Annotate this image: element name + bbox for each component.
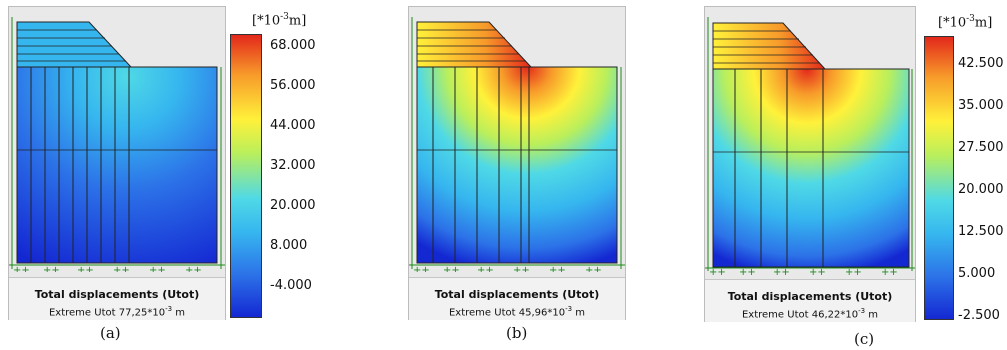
tick-label-a-5: 20.000 [270,198,316,213]
svg-text:++: ++ [77,265,94,272]
displacement-contour-b: ++ ++ ++ ++ ++ ++ [409,17,625,272]
svg-text:++: ++ [585,265,602,272]
tick-label-a-6: 8.000 [270,238,308,253]
svg-text:++: ++ [845,267,862,275]
legend-a: [*10-3m] 68.000 56.000 44.000 32.000 20.… [230,6,320,326]
panel-b: ++ ++ ++ ++ ++ ++ Total displacements (Utot)… [408,6,628,346]
caption-title-a: Total displacements (Utot) [34,288,200,301]
tick-label-a-4: 32.000 [270,158,316,173]
tick-label-a-2: 56.000 [270,78,316,93]
tick-label-a-7: -4.000 [270,278,312,293]
svg-text:++: ++ [113,265,130,272]
caption-box-a: Total displacements (Utot) Extreme Utot … [9,277,225,320]
displacement-contour-a: ++ ++ ++ ++ ++ ++ [9,17,225,272]
plot-frame-b: ++ ++ ++ ++ ++ ++ Total displacements (Utot)… [408,6,626,320]
svg-text:++: ++ [513,265,530,272]
tick-label-c-7: -2.500 [958,308,1000,323]
svg-text:++: ++ [13,265,30,272]
tick-label-a-3: 44.000 [270,118,316,133]
caption-box-b: Total displacements (Utot) Extreme Utot … [409,277,625,320]
tick-label-c-2: 35.000 [958,98,1004,113]
tick-label-c-6: 5.000 [958,266,996,281]
panel-label-a: (a) [100,324,121,342]
svg-text:++: ++ [739,267,756,275]
tick-label-c-5: 12.500 [958,224,1004,239]
svg-text:++: ++ [443,265,460,272]
legend-c: [*10-3m] 42.500 35.000 27.500 20.000 12.… [918,6,1007,328]
svg-text:++: ++ [809,267,826,275]
caption-title-b: Total displacements (Utot) [434,288,600,301]
panel-label-b: (b) [506,324,528,342]
colorbar-a [230,34,262,318]
svg-text:++: ++ [709,267,726,275]
caption-extreme-c: Extreme Utot 46,22*10-3 m [741,307,878,321]
panel-a: ++ ++ ++ ++ ++ ++ Total displacements (Utot)… [8,6,320,346]
plot-frame-c: ++ ++ ++ ++ ++ ++ Total displacements (Utot)… [704,6,916,322]
svg-text:++: ++ [185,265,202,272]
caption-box-c: Total displacements (Utot) Extreme Utot … [705,279,915,322]
svg-text:++: ++ [549,265,566,272]
colorbar-c [924,36,954,320]
caption-extreme-b: Extreme Utot 45,96*10-3 m [448,305,585,319]
svg-text:++: ++ [773,267,790,275]
tick-label-c-4: 20.000 [958,182,1004,197]
caption-title-c: Total displacements (Utot) [727,290,893,303]
svg-text:++: ++ [149,265,166,272]
panel-label-c: (c) [854,330,875,348]
tick-label-c-3: 27.500 [958,140,1004,155]
tick-label-a-1: 68.000 [270,38,316,53]
tick-label-c-1: 42.500 [958,56,1004,71]
svg-text:++: ++ [43,265,60,272]
legend-unit-a: [*10-3m] [252,12,307,29]
panel-c: ++ ++ ++ ++ ++ ++ Total displacements (Utot)… [704,6,1007,348]
caption-extreme-a: Extreme Utot 77,25*10-3 m [48,305,185,319]
legend-unit-c: [*10-3m] [938,14,993,31]
svg-text:++: ++ [413,265,430,272]
svg-text:++: ++ [477,265,494,272]
displacement-contour-c: ++ ++ ++ ++ ++ ++ [705,17,915,275]
plot-frame-a: ++ ++ ++ ++ ++ ++ Total displacements (Utot)… [8,6,226,320]
svg-text:++: ++ [881,267,898,275]
